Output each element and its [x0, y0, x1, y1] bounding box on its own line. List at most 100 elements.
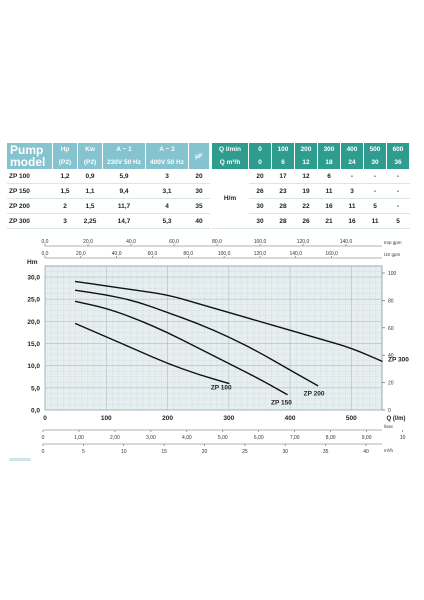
x-tick-label: 0: [43, 415, 47, 422]
table-row: 30 28 26 21 16 11 5: [212, 213, 410, 229]
top-axis-2-label: 60,0: [148, 251, 158, 257]
a3-header: A ~ 3: [145, 143, 189, 156]
flow-m3h-value: 6: [271, 156, 295, 169]
flow-m3h-label: Q m³/h: [212, 156, 249, 169]
bottom-axis-2-label: 40: [363, 449, 369, 455]
x-tick-label: 100: [101, 415, 112, 422]
a1-subheader: 230V 50 Hz: [102, 156, 146, 169]
hp-value: 1,2: [52, 169, 78, 184]
a3-value: 4: [145, 198, 189, 214]
y-tick-label: 0,0: [31, 408, 40, 415]
right-tick-label: 20: [388, 381, 394, 387]
top-axis-1-label: 20,0: [83, 239, 93, 245]
head-value: -: [386, 198, 410, 214]
kw-subheader: (P2): [77, 156, 103, 169]
head-value: 30: [248, 213, 272, 229]
x-tick-label: 300: [223, 415, 234, 422]
table-row: ZP 100 1,2 0,9 5,9 3 20: [7, 169, 210, 184]
a3-value: 3: [145, 169, 189, 184]
head-label: H/m: [212, 169, 249, 229]
series-line-zp-300: [74, 280, 383, 362]
flow-m3h-value: 30: [363, 156, 387, 169]
bottom-axis-2-label: 30: [282, 449, 288, 455]
hp-value: 2: [52, 198, 78, 214]
flow-m3h-value: 36: [386, 156, 410, 169]
head-value: -: [386, 183, 410, 199]
head-value: 11: [363, 213, 387, 229]
bottom-axis-1-unit: l/sec: [384, 424, 394, 429]
top-axis-1-label: 140,0: [340, 239, 353, 245]
head-value: 5: [363, 198, 387, 214]
table-row: 30 28 22 16 11 5 -: [212, 198, 410, 214]
y-axis-label: Hm: [27, 259, 38, 266]
a1-value: 11,7: [102, 198, 146, 214]
top-axis-2-label: 120,0: [254, 251, 267, 257]
right-tick-label: 60: [388, 326, 394, 332]
top-axis-1-label: 60,0: [169, 239, 179, 245]
electrical-table: Pump model Hp Kw A ~ 1 A ~ 3 µF (P2) (P2…: [7, 143, 210, 229]
flow-lmin-value: 200: [294, 143, 318, 156]
top-axis-2-label: 140,0: [290, 251, 303, 257]
model-name: ZP 300: [7, 213, 53, 229]
top-axis-2-label: 80,0: [183, 251, 193, 257]
head-value: 16: [340, 213, 364, 229]
pump-spec-table: Pump model Hp Kw A ~ 1 A ~ 3 µF (P2) (P2…: [7, 143, 413, 233]
uf-value: 40: [188, 213, 210, 229]
head-value: 22: [294, 198, 318, 214]
top-axis-1-label: 120,0: [297, 239, 310, 245]
hp-value: 1,5: [52, 183, 78, 199]
a3-value: 3,1: [145, 183, 189, 199]
top-axis-1-label: 100,0: [254, 239, 267, 245]
bottom-axis-1-label: 1,00: [74, 435, 84, 441]
head-value: -: [363, 169, 387, 184]
flow-lmin-value: 0: [248, 143, 272, 156]
right-tick-label: 80: [388, 298, 394, 304]
top-axis-2-label: 40,0: [112, 251, 122, 257]
uf-value: 30: [188, 183, 210, 199]
table-row: H/m 20 17 12 6 - - -: [212, 169, 410, 229]
a1-value: 14,7: [102, 213, 146, 229]
kw-value: 1,5: [77, 198, 103, 214]
bottom-axis-1-label: 7,00: [290, 435, 300, 441]
flow-lmin-value: 600: [386, 143, 410, 156]
model-name: ZP 200: [7, 198, 53, 214]
decorative-bar: [9, 458, 31, 461]
head-value: 26: [248, 183, 272, 199]
top-axis-1-unit: Imp gpm: [384, 240, 402, 245]
a1-header: A ~ 1: [102, 143, 146, 156]
bottom-axis-2-label: 15: [161, 449, 167, 455]
table-row: ZP 150 1,5 1,1 9,4 3,1 30: [7, 183, 210, 199]
right-tick-label: 0: [388, 408, 391, 414]
flow-m3h-value: 12: [294, 156, 318, 169]
bottom-axis-1-label: 5,00: [218, 435, 228, 441]
top-axis-1-label: 0,0: [42, 239, 49, 245]
flow-m3h-value: 0: [248, 156, 272, 169]
flow-m3h-value: 18: [317, 156, 341, 169]
top-axis-2-label: 160,0: [325, 251, 338, 257]
bottom-axis-1-label: 8,00: [326, 435, 336, 441]
series-line-zp-150: [74, 300, 288, 396]
flow-lmin-value: 400: [340, 143, 364, 156]
a3-value: 5,3: [145, 213, 189, 229]
head-value: 23: [271, 183, 295, 199]
a3-subheader: 400V 50 Hz: [145, 156, 189, 169]
bottom-axis-2-label: 35: [323, 449, 329, 455]
series-label: ZP 300: [388, 356, 409, 363]
y-tick-label: 30,0: [27, 275, 40, 282]
head-value: -: [340, 169, 364, 184]
head-value: 28: [271, 213, 295, 229]
uf-value: 35: [188, 198, 210, 214]
top-axis-2-label: 100,0: [218, 251, 231, 257]
right-tick-label: 100: [388, 271, 397, 277]
bottom-axis-2-unit: m³/h: [384, 448, 393, 453]
head-value: 28: [271, 198, 295, 214]
y-tick-label: 25,0: [27, 297, 40, 304]
kw-value: 2,25: [77, 213, 103, 229]
a1-value: 5,9: [102, 169, 146, 184]
hp-header: Hp: [52, 143, 78, 156]
model-name: ZP 100: [7, 169, 53, 184]
flow-m3h-value: 24: [340, 156, 364, 169]
a1-value: 9,4: [102, 183, 146, 199]
hp-value: 3: [52, 213, 78, 229]
